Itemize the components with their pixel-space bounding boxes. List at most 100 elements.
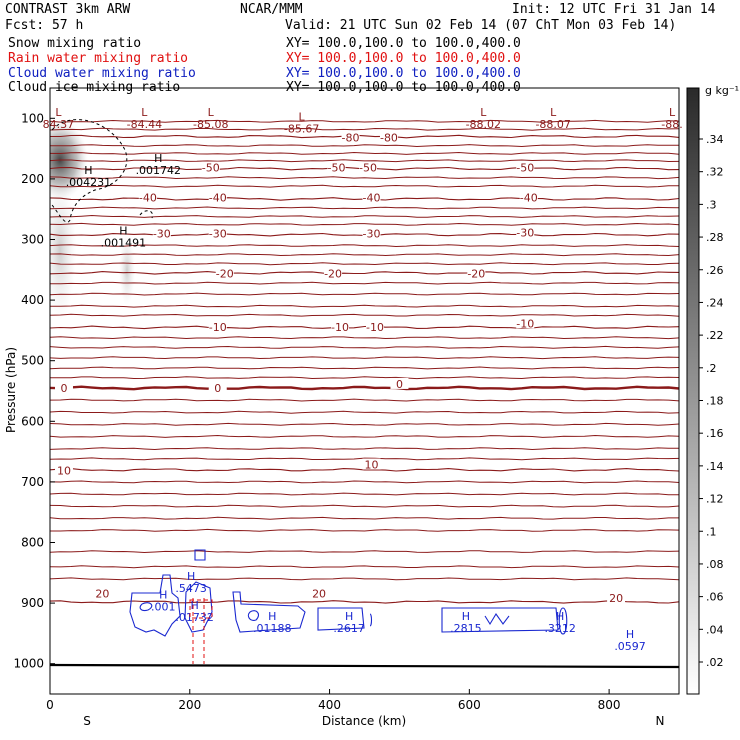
contour-label-bg — [467, 267, 486, 279]
contour-label: -40 — [520, 191, 538, 204]
contour-label: -30 — [153, 228, 171, 241]
isotherm-line — [50, 159, 679, 163]
high-marker: H — [159, 588, 167, 601]
extremum-value: -85.67 — [284, 123, 319, 136]
isotherm-line — [50, 184, 679, 188]
isotherm-line — [50, 398, 679, 402]
contour-label-bg — [208, 382, 227, 394]
y-tick-label: 600 — [21, 414, 44, 428]
high-marker: H — [191, 599, 199, 612]
isotherm-line — [50, 336, 679, 340]
isotherm-line — [50, 253, 679, 257]
x-tick-label: 400 — [318, 698, 341, 712]
isotherm-line — [50, 376, 679, 380]
contour-label-bg — [362, 458, 381, 470]
isotherm-line — [50, 313, 679, 317]
isotherm-line — [50, 176, 679, 180]
field-snow-xy: XY= 100.0,100.0 to 100.0,400.0 — [286, 36, 521, 51]
isotherm-line — [50, 492, 679, 496]
y-axis-title: Pressure (hPa) — [4, 347, 18, 433]
high-marker: H — [84, 164, 92, 177]
cloud-ice-contour-small — [139, 210, 154, 219]
contour-label: -20 — [216, 268, 234, 281]
colorbar-tick-label: .28 — [706, 231, 724, 244]
isotherm-line — [50, 214, 679, 218]
isotherm-line — [50, 434, 679, 438]
contour-label: 0 — [396, 378, 403, 391]
low-marker: L — [299, 111, 306, 124]
isotherm-line — [50, 119, 679, 123]
contour-label: -10 — [209, 321, 227, 334]
cloud-water-contours — [129, 549, 568, 637]
contour-label-bg — [362, 191, 381, 203]
colorbar-tick-label: .06 — [706, 591, 724, 604]
isotherm-line — [50, 422, 679, 426]
isotherm-line — [50, 550, 679, 554]
snow-shading — [50, 120, 135, 320]
y-tick-label: 700 — [21, 475, 44, 489]
extremum-value: -84.44 — [127, 118, 162, 131]
forecast-hour: Fcst: 57 h — [5, 18, 84, 33]
contour-label-bg — [201, 161, 220, 173]
field-cloudwater-xy: XY= 100.0,100.0 to 100.0,400.0 — [286, 66, 521, 81]
isotherm-line — [50, 565, 679, 569]
contour-label-bg — [607, 591, 626, 603]
valid-time: Valid: 21 UTC Sun 02 Feb 14 (07 ChT Mon … — [285, 18, 677, 33]
isotherm-line — [50, 281, 679, 285]
contour-label-bg — [215, 267, 234, 279]
snow-shade-column-1 — [50, 180, 76, 320]
contour-label-bg — [208, 191, 227, 203]
contour-label: -10 — [331, 321, 349, 334]
field-snow-name: Snow mixing ratio — [8, 36, 142, 51]
isotherm-line — [50, 244, 679, 248]
isotherm-line — [50, 528, 679, 532]
extremum-value: -88. — [661, 118, 682, 131]
contour-label: -50 — [516, 162, 534, 175]
colorbar-tick-label: .2 — [706, 362, 717, 375]
contour-label: 20 — [312, 588, 326, 601]
low-marker: L — [141, 106, 148, 119]
isotherm-line — [50, 144, 679, 148]
colorbar-tick-label: .1 — [706, 525, 717, 538]
center-label: NCAR/MMM — [240, 2, 303, 17]
plot-frame — [49, 87, 680, 695]
high-marker: H — [626, 628, 634, 641]
contour-label: 0 — [60, 382, 67, 395]
extremum-value: -85.08 — [193, 118, 228, 131]
isotherm-line — [50, 222, 679, 226]
contour-label: -10 — [366, 321, 384, 334]
isotherm-line — [50, 410, 679, 414]
contour-label: -20 — [324, 268, 342, 281]
isotherm-line — [50, 516, 679, 520]
contour-label: 10 — [57, 465, 71, 478]
isotherm-line — [50, 127, 679, 131]
high-marker: H — [345, 610, 353, 623]
colorbar-tick-label: .34 — [706, 133, 724, 146]
high-marker: H — [556, 610, 564, 623]
contour-label-bg — [152, 227, 171, 239]
contour-label: -40 — [209, 191, 227, 204]
contour-label-bg — [310, 587, 329, 599]
contour-label-bg — [327, 161, 346, 173]
extremum-value: .001491 — [101, 237, 147, 250]
colorbar-tick-label: .24 — [706, 296, 724, 309]
snow-shade-column-2 — [119, 235, 135, 305]
y-tick-label: 500 — [21, 354, 44, 368]
x-endpoint-south: S — [83, 714, 91, 728]
extremum-value: .004231 — [66, 176, 112, 189]
contour-label-bg — [358, 161, 377, 173]
colorbar-units: g kg⁻¹ — [705, 84, 739, 97]
high-marker: H — [268, 610, 276, 623]
colorbar: g kg⁻¹ .34 .32 .3 .28 .26 .24 .22 .2 .18 .16 .14 .1… — [686, 84, 739, 695]
colorbar-tick-label: .14 — [706, 460, 724, 473]
contour-label: 20 — [95, 588, 109, 601]
low-marker: L — [55, 106, 62, 119]
isotherm-line — [50, 262, 679, 266]
colorbar-tick-label: .08 — [706, 558, 724, 571]
low-marker: L — [480, 106, 487, 119]
y-tick-label: 100 — [21, 111, 44, 125]
contour-label: -30 — [209, 228, 227, 241]
isotherm-10 — [50, 468, 679, 472]
